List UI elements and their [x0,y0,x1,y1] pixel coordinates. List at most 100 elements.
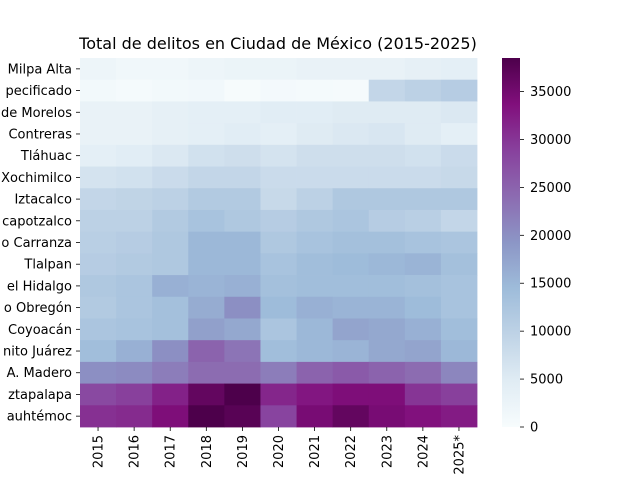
heatmap-cells [80,58,478,428]
colorbar-tick-label: 0 [530,421,538,436]
heatmap-cell [152,340,189,363]
colorbar-tick-label: 25000 [530,181,571,196]
heatmap-cell [440,166,478,189]
heatmap-cell [440,318,478,341]
heatmap-cell [80,144,117,167]
heatmap-cell [152,275,189,298]
heatmap-cell [332,166,370,189]
colorbar-axis: 0 5000 10000 15000 20000 25000 30000 35000 [520,85,571,436]
heatmap-cell [116,383,153,406]
heatmap-cell [332,253,370,276]
heatmap-cell [224,405,261,428]
heatmap-cell [188,123,225,146]
y-tick-label: capotzalco [2,214,72,229]
heatmap-cell [116,405,153,428]
heatmap-cell [368,123,406,146]
heatmap-cell [188,253,225,276]
heatmap-cell [404,79,442,102]
heatmap-cell [80,253,117,276]
heatmap-cell [188,79,225,102]
heatmap-cell [332,144,370,167]
heatmap-cell [80,275,117,298]
heatmap-cell [152,58,189,81]
heatmap-cell [260,383,297,406]
heatmap-cell [440,144,478,167]
heatmap-cell [224,58,261,81]
heatmap-cell [224,318,261,341]
colorbar-tick-label: 15000 [530,277,571,292]
heatmap-cell [260,253,297,276]
heatmap-cell [440,405,478,428]
y-tick-label: de Morelos [1,106,72,121]
heatmap-cell [260,101,297,124]
heatmap-cell [80,231,117,254]
y-tick-label: A. Madero [7,366,72,381]
heatmap-cell [188,188,225,211]
heatmap-cell [404,405,442,428]
heatmap-cell [152,383,189,406]
heatmap-cell [260,340,297,363]
heatmap-cell [440,123,478,146]
heatmap-cell [260,144,297,167]
heatmap-cell [404,101,442,124]
heatmap-cell [224,383,261,406]
y-tick-label: Milpa Alta [8,62,72,77]
heatmap-cell [368,79,406,102]
heatmap-cell [296,318,334,341]
heatmap-cell [116,79,153,102]
heatmap-cell [188,340,225,363]
heatmap-cell [188,275,225,298]
y-axis: Milpa Alta pecificado de Morelos Contreras T… [1,62,80,425]
heatmap-cell [332,79,370,102]
heatmap-cell [368,361,406,384]
x-tick-label: 2024 [416,435,431,468]
heatmap-cell [80,166,117,189]
y-tick-label: auhtémoc [7,410,72,425]
heatmap-cell [80,123,117,146]
colorbar [502,58,520,427]
heatmap-cell [188,101,225,124]
heatmap-cell [368,188,406,211]
heatmap-cell [152,296,189,319]
heatmap-cell [224,253,261,276]
heatmap-cell [260,188,297,211]
x-tick-label: 2023 [380,435,395,468]
heatmap-cell [152,188,189,211]
heatmap-cell [404,318,442,341]
heatmap-cell [152,123,189,146]
heatmap-cell [404,383,442,406]
heatmap-cell [80,340,117,363]
heatmap-cell [224,166,261,189]
heatmap-cell [404,275,442,298]
heatmap-cell [296,383,334,406]
x-tick-label: 2015 [92,435,107,468]
heatmap-cell [440,58,478,81]
heatmap-cell [332,296,370,319]
y-tick-label: o Obregón [4,301,72,316]
y-tick-label: nito Juárez [3,345,72,360]
heatmap-cell [116,275,153,298]
heatmap-cell [440,275,478,298]
heatmap-cell [440,253,478,276]
heatmap-cell [116,188,153,211]
heatmap-cell [188,296,225,319]
heatmap-cell [260,123,297,146]
heatmap-cell [296,101,334,124]
heatmap-cell [152,209,189,233]
heatmap-cell [296,231,334,254]
heatmap-cell [440,101,478,124]
heatmap-cell [224,144,261,167]
heatmap-cell [224,209,261,233]
heatmap-cell [368,253,406,276]
heatmap-cell [116,123,153,146]
y-tick-label: Tlalpan [23,258,72,273]
heatmap-cell [116,209,153,233]
colorbar-tick-label: 20000 [530,229,571,244]
heatmap-cell [332,318,370,341]
y-tick-label: pecificado [5,84,72,99]
heatmap-cell [332,101,370,124]
heatmap-cell [116,253,153,276]
y-tick-label: Tláhuac [20,149,72,164]
x-tick-label: 2019 [236,435,251,468]
